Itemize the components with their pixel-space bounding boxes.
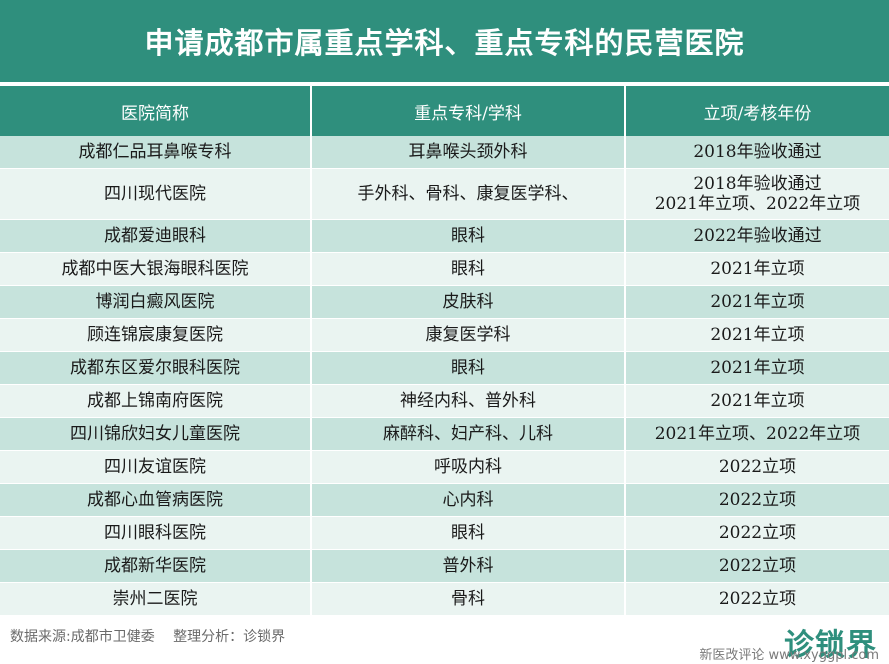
year-cell: 2021年立项、2022年立项 bbox=[626, 418, 889, 450]
table-header: 医院简称 重点专科/学科 立项/考核年份 bbox=[0, 86, 889, 136]
hospital-cell: 成都新华医院 bbox=[0, 550, 312, 582]
data-source: 数据来源:成都市卫健委 整理分析：诊锁界 bbox=[10, 629, 286, 645]
year-line: 2022年验收通过 bbox=[693, 226, 822, 246]
table-row: 四川锦欣妇女儿童医院 麻醉科、妇产科、儿科 2021年立项、2022年立项 bbox=[0, 418, 889, 451]
year-cell: 2021年立项 bbox=[626, 253, 889, 285]
page-title: 申请成都市属重点学科、重点专科的民营医院 bbox=[0, 0, 889, 82]
year-cell: 2022立项 bbox=[626, 550, 889, 582]
year-line: 2022立项 bbox=[718, 490, 797, 510]
hospital-cell: 成都爱迪眼科 bbox=[0, 220, 312, 252]
year-cell: 2021年立项 bbox=[626, 352, 889, 384]
hospital-cell: 成都上锦南府医院 bbox=[0, 385, 312, 417]
table-row: 成都中医大银海眼科医院 眼科 2021年立项 bbox=[0, 253, 889, 286]
year-cell: 2022立项 bbox=[626, 484, 889, 516]
specialty-cell: 普外科 bbox=[312, 550, 626, 582]
specialty-cell: 麻醉科、妇产科、儿科 bbox=[312, 418, 626, 450]
year-cell: 2018年验收通过 2021年立项、2022年立项 bbox=[626, 169, 889, 219]
table-row: 成都东区爱尔眼科医院 眼科 2021年立项 bbox=[0, 352, 889, 385]
footer: 数据来源:成都市卫健委 整理分析：诊锁界 诊锁界 新医改评论 www.xyggp… bbox=[0, 618, 889, 663]
hospital-cell: 成都东区爱尔眼科医院 bbox=[0, 352, 312, 384]
year-line: 2022立项 bbox=[718, 556, 797, 576]
table-row: 成都上锦南府医院 神经内科、普外科 2021年立项 bbox=[0, 385, 889, 418]
table-row: 四川现代医院 手外科、骨科、康复医学科、 2018年验收通过 2021年立项、2022… bbox=[0, 169, 889, 220]
hospital-cell: 顾连锦宸康复医院 bbox=[0, 319, 312, 351]
specialty-cell: 骨科 bbox=[312, 583, 626, 615]
header-hospital: 医院简称 bbox=[0, 86, 312, 136]
year-line: 2021年立项 bbox=[710, 325, 805, 345]
specialty-cell: 耳鼻喉头颈外科 bbox=[312, 136, 626, 168]
table-row: 崇州二医院 骨科 2022立项 bbox=[0, 583, 889, 616]
hospital-cell: 成都仁品耳鼻喉专科 bbox=[0, 136, 312, 168]
hospital-cell: 博润白癜风医院 bbox=[0, 286, 312, 318]
year-cell: 2022年验收通过 bbox=[626, 220, 889, 252]
hospital-cell: 四川眼科医院 bbox=[0, 517, 312, 549]
year-cell: 2021年立项 bbox=[626, 385, 889, 417]
hospital-cell: 四川锦欣妇女儿童医院 bbox=[0, 418, 312, 450]
year-line: 2022立项 bbox=[718, 457, 797, 477]
specialty-cell: 心内科 bbox=[312, 484, 626, 516]
table-row: 成都心血管病医院 心内科 2022立项 bbox=[0, 484, 889, 517]
year-line: 2021年立项 bbox=[710, 391, 805, 411]
year-cell: 2022立项 bbox=[626, 517, 889, 549]
table-row: 四川友谊医院 呼吸内科 2022立项 bbox=[0, 451, 889, 484]
year-line: 2022立项 bbox=[718, 523, 797, 543]
header-year: 立项/考核年份 bbox=[703, 103, 812, 124]
year-cell: 2021年立项 bbox=[626, 286, 889, 318]
year-cell: 2018年验收通过 bbox=[626, 136, 889, 168]
year-line: 2021年立项、2022年立项 bbox=[654, 424, 861, 444]
hospital-cell: 四川现代医院 bbox=[0, 169, 312, 219]
table-body: 成都仁品耳鼻喉专科 耳鼻喉头颈外科 2018年验收通过 四川现代医院 手外科、骨科、康复… bbox=[0, 136, 889, 616]
year-line: 2021年立项 bbox=[710, 358, 805, 378]
year-line: 2018年验收通过 bbox=[693, 142, 822, 162]
year-line: 2021年立项、2022年立项 bbox=[654, 194, 861, 214]
table-row: 成都仁品耳鼻喉专科 耳鼻喉头颈外科 2018年验收通过 bbox=[0, 136, 889, 169]
hospital-cell: 四川友谊医院 bbox=[0, 451, 312, 483]
year-cell: 2022立项 bbox=[626, 583, 889, 615]
specialty-cell: 神经内科、普外科 bbox=[312, 385, 626, 417]
specialty-cell: 眼科 bbox=[312, 517, 626, 549]
table-row: 博润白癜风医院 皮肤科 2021年立项 bbox=[0, 286, 889, 319]
specialty-cell: 呼吸内科 bbox=[312, 451, 626, 483]
header-specialty: 重点专科/学科 bbox=[312, 86, 626, 136]
year-line: 2018年验收通过 bbox=[693, 174, 822, 194]
year-cell: 2021年立项 bbox=[626, 319, 889, 351]
year-line: 2021年立项 bbox=[710, 259, 805, 279]
brand-logo: 诊锁界 bbox=[784, 628, 877, 663]
watermark: 新医改评论 www.xyggpl.com bbox=[699, 648, 879, 663]
table-row: 成都爱迪眼科 眼科 2022年验收通过 bbox=[0, 220, 889, 253]
table-row: 顾连锦宸康复医院 康复医学科 2021年立项 bbox=[0, 319, 889, 352]
year-line: 2022立项 bbox=[718, 589, 797, 609]
specialty-cell: 眼科 bbox=[312, 220, 626, 252]
hospital-cell: 崇州二医院 bbox=[0, 583, 312, 615]
table-row: 成都新华医院 普外科 2022立项 bbox=[0, 550, 889, 583]
hospital-cell: 成都心血管病医院 bbox=[0, 484, 312, 516]
specialty-cell: 眼科 bbox=[312, 352, 626, 384]
specialty-cell: 康复医学科 bbox=[312, 319, 626, 351]
specialty-cell: 皮肤科 bbox=[312, 286, 626, 318]
specialty-cell: 手外科、骨科、康复医学科、 bbox=[312, 169, 626, 219]
table-row: 四川眼科医院 眼科 2022立项 bbox=[0, 517, 889, 550]
year-cell: 2022立项 bbox=[626, 451, 889, 483]
specialty-cell: 眼科 bbox=[312, 253, 626, 285]
hospital-cell: 成都中医大银海眼科医院 bbox=[0, 253, 312, 285]
year-line: 2021年立项 bbox=[710, 292, 805, 312]
